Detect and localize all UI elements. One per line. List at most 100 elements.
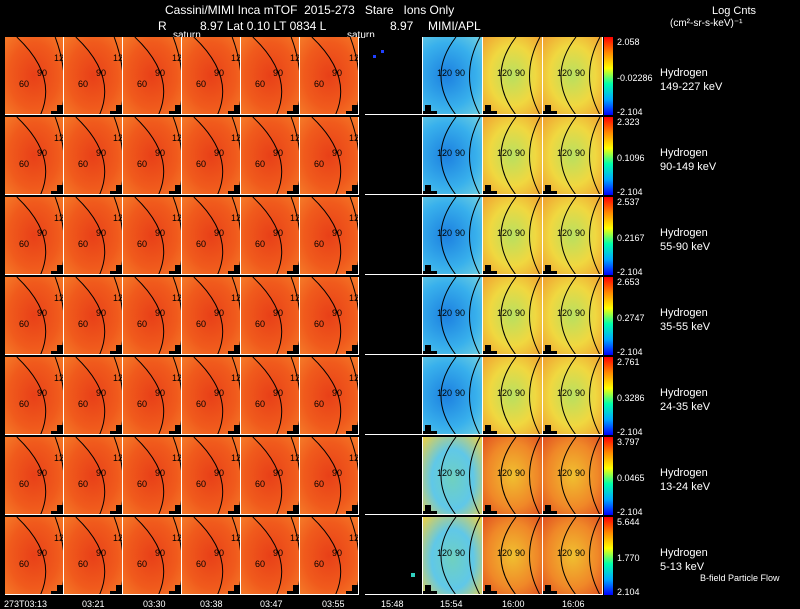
image-cell [365, 357, 423, 435]
cell-label: 12 [231, 213, 241, 223]
cell-label: 120 [557, 468, 572, 478]
field-line [113, 357, 122, 434]
cell-overlay: 120 90 [543, 357, 601, 434]
cell-label: 12 [231, 373, 241, 383]
cell-overlay: 12 90 60 [193, 357, 241, 434]
cross-marker [545, 265, 551, 274]
field-line [500, 117, 517, 194]
species-label: Hydrogen [660, 307, 708, 319]
cell-label: 120 [437, 388, 452, 398]
image-cell: 12 90 60 [5, 277, 64, 355]
field-line [75, 37, 106, 114]
field-line [75, 117, 106, 194]
field-line [113, 437, 122, 514]
image-cell: 12 90 60 [300, 197, 359, 275]
cell-label: 60 [78, 559, 88, 569]
cell-label: 12 [172, 373, 182, 383]
field-line [113, 277, 122, 354]
colorbar-mid: -0.02286 [617, 73, 653, 83]
cell-overlay: 12 90 60 [75, 197, 122, 274]
field-line [529, 197, 541, 274]
cell-label: 120 [437, 148, 452, 158]
field-line [16, 277, 47, 354]
cell-label: 90 [332, 548, 342, 558]
cell-label: 120 [557, 148, 572, 158]
cell-label: 90 [214, 548, 224, 558]
cross-marker [57, 345, 63, 354]
field-line [311, 517, 342, 594]
cell-label: 12 [290, 373, 300, 383]
field-line [231, 277, 240, 354]
cell-label: 12 [54, 293, 64, 303]
colorbar-max: 2.537 [617, 197, 640, 207]
cross-marker [175, 105, 181, 114]
image-cell: 12 90 60 [64, 197, 123, 275]
field-line [231, 37, 240, 114]
cell-overlay: 12 90 60 [75, 117, 122, 194]
cross-marker [352, 505, 358, 514]
image-cell: 120 90 [543, 517, 603, 595]
cell-label: 120 [497, 308, 512, 318]
cell-label: 12 [349, 213, 359, 223]
cross-marker [425, 105, 431, 114]
cross-marker [293, 265, 299, 274]
cell-overlay: 12 90 60 [311, 277, 358, 354]
field-line [500, 197, 517, 274]
field-line [54, 37, 63, 114]
image-cell [365, 277, 423, 355]
cell-label: 120 [437, 68, 452, 78]
cell-label: 90 [37, 468, 47, 478]
colorbar-max: 3.797 [617, 437, 640, 447]
field-line [469, 357, 481, 434]
cell-label: 120 [437, 228, 452, 238]
colorbar-mid: 1.770 [617, 553, 640, 563]
field-line [193, 517, 224, 594]
saturn-label-right: saturn [347, 30, 375, 41]
cell-label: 60 [19, 319, 29, 329]
field-line [440, 357, 457, 434]
cell-label: 120 [497, 148, 512, 158]
cross-marker [352, 425, 358, 434]
cell-overlay: 120 90 [543, 437, 601, 514]
image-cell: 120 90 [423, 517, 483, 595]
cell-label: 12 [290, 533, 300, 543]
field-line [231, 117, 240, 194]
cell-label: 12 [172, 133, 182, 143]
image-cell: 12 90 60 [300, 437, 359, 515]
saturn-label-left: saturn [173, 30, 201, 41]
image-cell: 12 90 60 [300, 517, 359, 595]
field-line [469, 117, 481, 194]
cross-marker [116, 265, 122, 274]
cross-marker [545, 505, 551, 514]
colorbar-mid: 0.2167 [617, 233, 645, 243]
cell-overlay: 12 90 60 [16, 357, 63, 434]
cell-label: 90 [332, 468, 342, 478]
field-line [500, 517, 517, 594]
colorbar-min: -2.104 [617, 347, 643, 357]
species-label: Hydrogen [660, 387, 708, 399]
field-line [440, 517, 457, 594]
energy-label: 5-13 keV [660, 561, 705, 573]
cross-marker [545, 585, 551, 594]
cross-marker [175, 265, 181, 274]
cell-label: 90 [155, 68, 165, 78]
cross-marker [293, 105, 299, 114]
colorbar [604, 437, 613, 515]
field-line [290, 357, 299, 434]
cell-overlay: 120 90 [543, 197, 601, 274]
time-tick: 03:38 [200, 599, 223, 609]
field-line [290, 37, 299, 114]
field-line [589, 37, 601, 114]
cell-label: 12 [54, 133, 64, 143]
image-cell: 12 90 60 [241, 37, 300, 115]
image-cell: 120 90 [423, 357, 483, 435]
cell-label: 60 [196, 79, 206, 89]
image-cell: 12 90 60 [5, 37, 64, 115]
species-label: Hydrogen [660, 67, 708, 79]
time-tick: 273T03:13 [4, 599, 48, 609]
cell-overlay: 12 90 60 [134, 357, 182, 434]
field-line [134, 37, 165, 114]
cell-label: 12 [231, 133, 241, 143]
colorbar-min: 2.104 [617, 587, 640, 597]
field-line [75, 517, 106, 594]
